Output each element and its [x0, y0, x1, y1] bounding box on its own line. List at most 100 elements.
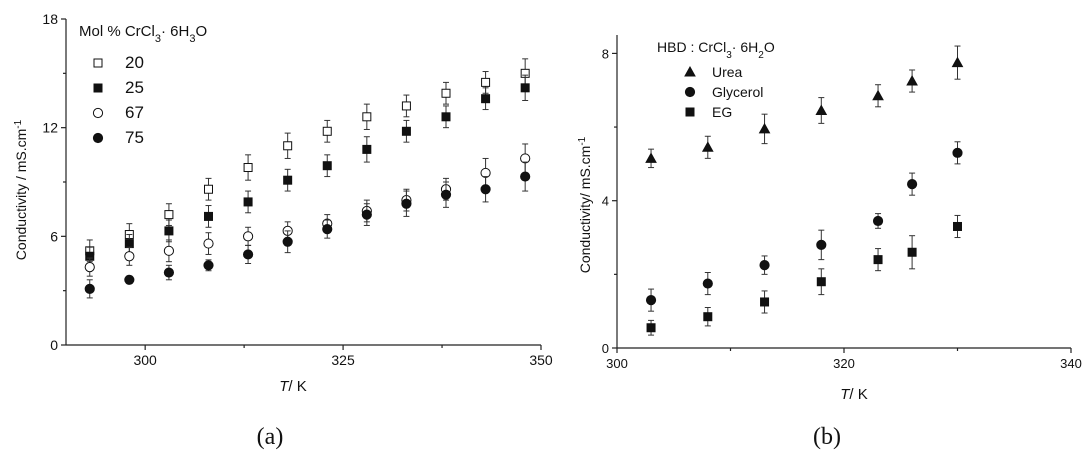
legend-label: 25 — [125, 78, 144, 97]
data-point — [816, 239, 827, 250]
panel-a-ylabel-text: Conductivity / mS.cm — [13, 129, 29, 260]
panel-b-series-urea — [645, 45, 964, 169]
data-point — [163, 267, 175, 278]
panel-b-x-tick-label: 320 — [833, 356, 855, 371]
data-point — [520, 171, 531, 182]
data-point — [951, 56, 964, 68]
panel-a-legend-title: Mol % CrCl3· 6H3O — [79, 23, 207, 45]
panel-b-y-axis-title: Conductivity/ mS.cm-1 — [577, 136, 594, 273]
legend-label: EG — [712, 104, 732, 120]
data-point — [242, 249, 254, 260]
panel-a-plot: 300 325 350 0 6 12 18 — [42, 11, 552, 368]
data-point — [815, 104, 828, 115]
data-point — [401, 198, 412, 209]
data-point — [872, 215, 884, 227]
panel-a-y-tick-label: 18 — [42, 11, 58, 27]
data-point — [758, 122, 771, 134]
panel-a-ylabel-sup: -1 — [13, 119, 24, 128]
data-point — [84, 262, 95, 273]
panel-b-series-eg — [646, 214, 962, 336]
panel-b-x-tick-label: 300 — [606, 356, 628, 371]
data-point — [362, 144, 372, 154]
data-point — [480, 184, 491, 195]
panel-a-x-tick-label: 325 — [331, 352, 355, 368]
data-point — [906, 74, 918, 86]
panel-b-ylabel-sup: -1 — [577, 136, 588, 145]
panel-b-y-tick-label: 0 — [602, 341, 609, 356]
panel-b-caption: (b) — [813, 424, 841, 450]
panel-b-y-axis-label: Conductivity/ mS.cm-1 — [577, 136, 594, 273]
data-point — [646, 323, 656, 333]
panel-a-series-67 — [84, 143, 531, 277]
panel-b-legend: Urea Glycerol EG — [684, 64, 763, 120]
panel-a: 300 325 350 0 6 12 18 Conductivity / mS.cm-1 T… — [13, 11, 553, 450]
data-point — [952, 147, 963, 158]
data-point — [953, 221, 962, 231]
panel-b-y-tick-label: 8 — [602, 46, 609, 61]
panel-a-y-axis-title: Conductivity / mS.cm-1 — [13, 119, 30, 260]
data-point — [907, 179, 918, 190]
data-point — [361, 209, 372, 220]
panel-b-x-tick-label: 340 — [1060, 356, 1082, 371]
data-point — [203, 238, 214, 249]
data-point — [124, 239, 134, 249]
panel-a-x-tick-label: 350 — [529, 352, 553, 368]
panel-b-plot: 300 320 340 0 4 8 — [602, 35, 1082, 371]
data-point — [701, 141, 714, 152]
data-point — [164, 210, 174, 220]
legend-marker — [684, 65, 696, 77]
panel-a-caption: (a) — [257, 424, 284, 450]
data-point — [401, 126, 411, 136]
legend-marker — [92, 132, 104, 144]
data-point — [759, 260, 770, 271]
data-point — [204, 184, 213, 194]
data-point — [282, 236, 293, 247]
legend-marker — [684, 86, 696, 98]
data-point — [164, 226, 174, 236]
panel-b-ylabel-text: Conductivity/ mS.cm — [577, 146, 593, 274]
panel-a-y-tick-label: 6 — [50, 228, 58, 244]
data-point — [322, 126, 332, 136]
data-point — [760, 297, 770, 307]
legend-marker — [685, 107, 695, 117]
data-point — [873, 255, 883, 265]
panel-b-x-axis-title: T/ K — [840, 386, 868, 403]
data-point — [362, 112, 372, 122]
data-point — [243, 163, 253, 173]
panel-a-y-tick-label: 12 — [42, 120, 58, 136]
data-point — [440, 189, 452, 200]
legend-label: 67 — [125, 103, 144, 122]
legend-marker — [93, 58, 103, 68]
legend-label: 75 — [125, 128, 144, 147]
panel-a-y-tick-label: 0 — [50, 337, 58, 353]
data-point — [124, 274, 135, 285]
data-point — [322, 223, 333, 235]
data-point — [645, 152, 657, 163]
data-point — [907, 247, 917, 257]
data-point — [441, 88, 451, 98]
legend-label: Urea — [712, 64, 743, 80]
data-point — [242, 231, 254, 242]
panel-a-xlabel-italic: T — [279, 378, 290, 395]
legend-label: Glycerol — [712, 84, 763, 100]
legend-marker — [93, 83, 103, 93]
panel-b-xlabel-rest: / K — [849, 386, 867, 403]
panel-b-series-glycerol — [645, 141, 963, 312]
legend-marker — [92, 107, 104, 119]
panel-a-series-25 — [85, 74, 530, 266]
data-point — [816, 277, 826, 287]
data-point — [243, 197, 253, 207]
data-point — [203, 260, 214, 271]
data-point — [441, 112, 451, 122]
data-point — [702, 278, 713, 289]
panel-a-x-tick-label: 300 — [133, 352, 157, 368]
data-point — [283, 175, 293, 185]
data-point — [204, 211, 213, 221]
panel-a-y-axis-label: Conductivity / mS.cm-1 — [13, 119, 30, 260]
data-point — [401, 101, 411, 111]
data-point — [84, 283, 95, 294]
data-point — [481, 94, 491, 104]
panel-a-series-75 — [84, 161, 531, 299]
panel-a-legend: 20 25 67 75 — [92, 53, 144, 147]
